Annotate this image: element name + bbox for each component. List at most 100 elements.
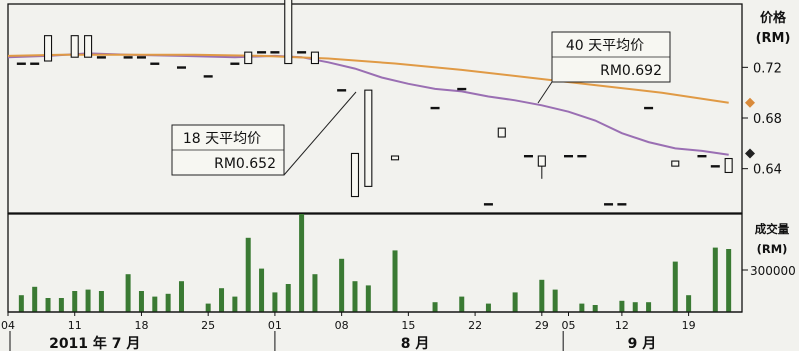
callout-leader [537, 81, 553, 104]
volume-bar [365, 285, 371, 312]
price-axis-title-line: 价格 [760, 10, 787, 26]
date-tick-label: 08 [335, 319, 349, 332]
volume-bar [32, 286, 38, 312]
date-tick-label: 18 [134, 319, 148, 332]
ma-line-1 [7, 53, 729, 104]
date-tick-label: 15 [401, 319, 415, 332]
volume-bar [392, 250, 398, 312]
candle-body [350, 152, 360, 198]
volume-axis-title: 成交量 (RM) [755, 222, 790, 256]
candle-body [671, 160, 680, 167]
volume-bar [579, 303, 585, 312]
candle-dash [96, 56, 106, 59]
candle-dash [337, 89, 347, 92]
volume-bar [72, 291, 78, 312]
month-label: 8 月 [401, 336, 430, 351]
volume-bar [485, 303, 491, 312]
volume-bar [312, 274, 318, 312]
candle-dash [644, 106, 654, 110]
volume-plot-frame [7, 213, 743, 313]
date-tick-label: 12 [615, 319, 629, 332]
volume-bar [672, 261, 678, 312]
volume-bar [539, 279, 545, 312]
volume-bar [459, 296, 465, 312]
candle-dash [123, 56, 133, 59]
volume-bar [272, 292, 278, 312]
volume-panel: 成交量 (RM) 300000 [7, 213, 796, 313]
candle-body [43, 35, 53, 62]
volume-bar [285, 284, 291, 312]
month-label: 9 月 [628, 336, 657, 351]
price-tick-label: 0.68 [753, 112, 782, 127]
volume-bar [646, 302, 652, 312]
volume-bar [165, 293, 171, 312]
candle-dash [617, 203, 627, 206]
volume-bar [219, 288, 225, 312]
candle-dash [16, 62, 26, 65]
price-axis-title: 价格 (RM) [756, 10, 791, 46]
volume-bar [726, 249, 732, 312]
volume-bar [352, 281, 358, 312]
volume-bar [339, 258, 345, 312]
date-tick-label: 11 [68, 319, 82, 332]
candle-body [390, 155, 400, 161]
price-axis-ticks: 0.72 0.68 0.64 [742, 61, 782, 178]
volume-bar [686, 295, 692, 312]
price-markers [745, 97, 755, 159]
candle-body [497, 127, 506, 138]
volume-bar [45, 298, 51, 312]
volume-bar [432, 302, 438, 312]
volume-bar [552, 289, 558, 312]
candle-body [70, 35, 79, 58]
date-axis: 04 11 18 25 01 08 15 22 29 05 12 19 2011 年 7 月 8 月 9 月 [1, 311, 742, 351]
volume-bar [178, 281, 184, 312]
volume-bar [98, 291, 104, 312]
volume-bars [18, 214, 732, 312]
date-tick-label: 19 [682, 319, 696, 332]
volume-bar [712, 247, 718, 312]
callout-title: 40 天平均价 [566, 38, 644, 54]
volume-bar [125, 274, 131, 312]
candle-dash [176, 66, 186, 69]
volume-bar [592, 305, 598, 312]
candle-body [310, 51, 319, 65]
volume-bar [18, 295, 24, 312]
moving-average-lines [7, 52, 729, 156]
candle-dash [577, 155, 587, 158]
date-tick-label: 01 [268, 319, 282, 332]
price-plot-frame [7, 3, 743, 214]
callout-title: 18 天平均价 [183, 131, 261, 147]
date-tick-label: 05 [562, 319, 576, 332]
volume-bar [58, 298, 64, 312]
volume-bar [138, 291, 144, 312]
candle-dash [270, 51, 280, 54]
volume-axis-title-line: (RM) [757, 242, 788, 256]
month-label: 2011 年 7 月 [49, 335, 140, 351]
candle-body [244, 51, 253, 65]
date-tick-label: 04 [1, 319, 15, 332]
candle-body [537, 155, 546, 167]
callout-value: RM0.692 [600, 63, 662, 79]
candle-dash [150, 62, 160, 65]
candle-body [284, 0, 293, 65]
price-candles [16, 0, 733, 206]
candle-dash [136, 56, 146, 59]
candle-dash [523, 155, 533, 158]
candle-dash [257, 51, 267, 54]
volume-tick-label: 300000 [750, 264, 796, 278]
price-panel: 价格 (RM) 0.72 0.68 0.64 40 天平均价 RM0.692 18 天平均… [7, 0, 791, 214]
volume-axis-ticks: 300000 [742, 264, 796, 278]
moving-average-callouts: 40 天平均价 RM0.692 18 天平均价 RM0.652 [171, 31, 671, 176]
candle-dash [203, 75, 213, 78]
date-tick-label: 22 [468, 319, 482, 332]
date-tick-label: 29 [535, 319, 549, 332]
callout-value: RM0.652 [214, 156, 276, 172]
price-tick-label: 0.72 [753, 61, 782, 76]
candle-dash [430, 106, 440, 110]
candle-dash [710, 165, 720, 168]
price-axis-title-line: (RM) [756, 31, 791, 46]
candle-body [84, 35, 93, 58]
price-marker [745, 97, 755, 108]
candle-body [364, 89, 373, 187]
candle-dash [457, 87, 467, 91]
